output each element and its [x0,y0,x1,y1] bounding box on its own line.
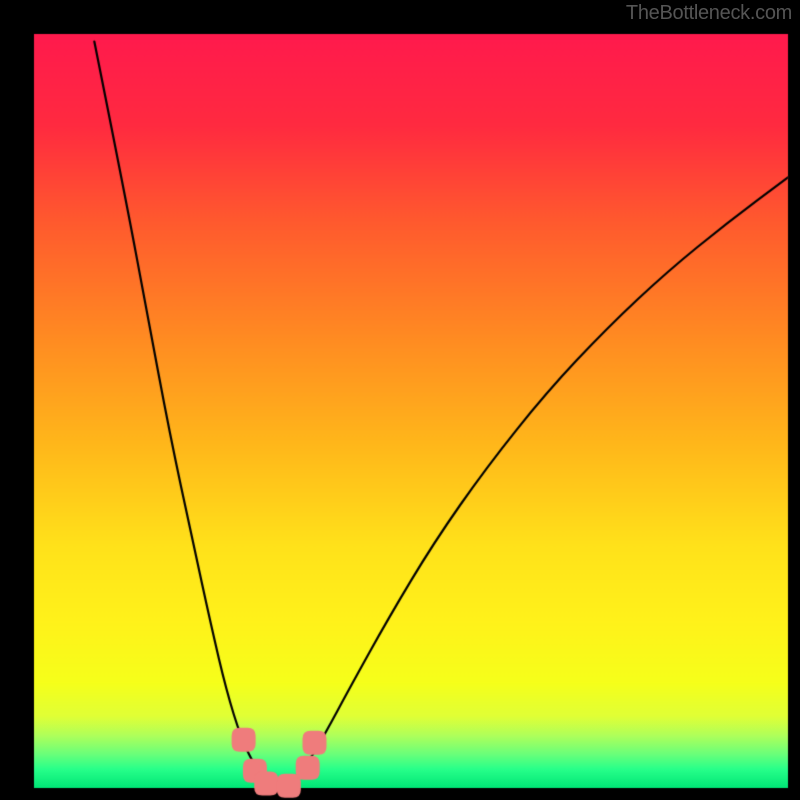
highlight-markers [0,0,800,800]
chart-stage: TheBottleneck.com [0,0,800,800]
watermark-text: TheBottleneck.com [626,2,792,25]
